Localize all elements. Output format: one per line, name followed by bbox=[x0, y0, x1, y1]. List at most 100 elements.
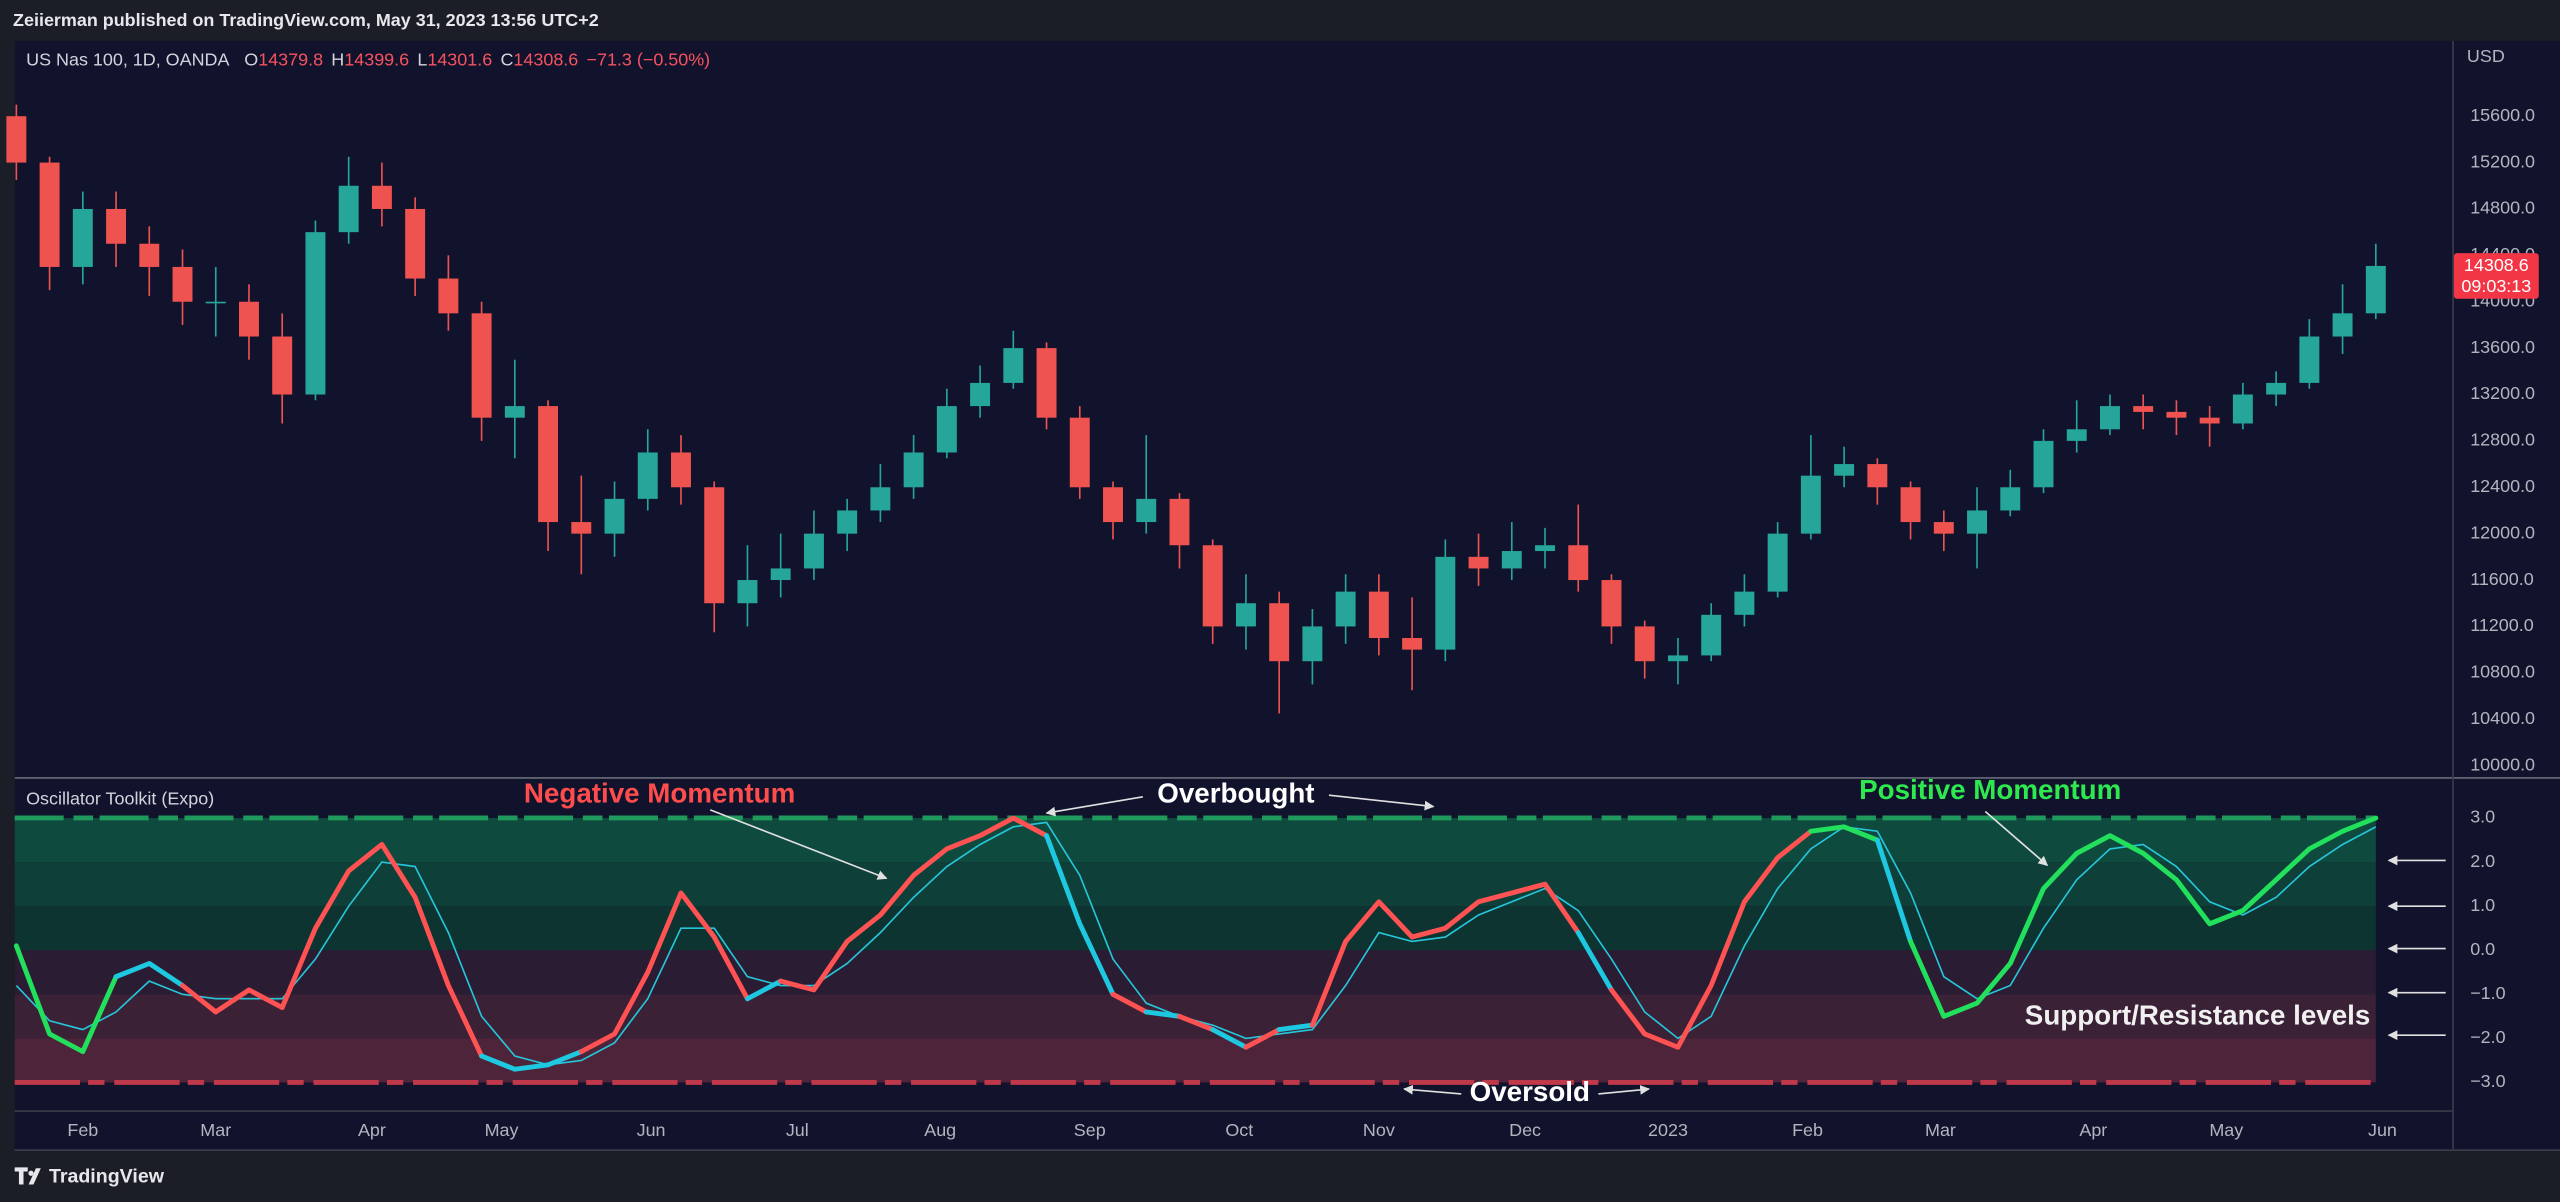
x-tick-label: Feb bbox=[1792, 1120, 1823, 1140]
zone bbox=[14, 950, 2376, 995]
oscillator-line bbox=[180, 842, 485, 1059]
oscillator-line bbox=[1309, 881, 1581, 1028]
oscillator-line bbox=[1609, 828, 1814, 1050]
candle-body bbox=[637, 452, 658, 499]
candle-body bbox=[72, 208, 93, 267]
candle-body bbox=[1834, 464, 1855, 476]
last-price: 14308.6 bbox=[2464, 255, 2529, 275]
candle-body bbox=[371, 185, 392, 209]
candle-body bbox=[1069, 417, 1090, 488]
candle-body bbox=[1867, 464, 1888, 488]
candle-body bbox=[1302, 626, 1323, 662]
candle-body bbox=[671, 452, 691, 488]
candle-body bbox=[1734, 591, 1755, 615]
price-tag: 14308.6 09:03:13 bbox=[2453, 253, 2539, 299]
x-tick-label: Aug bbox=[924, 1120, 956, 1140]
oscillator-line bbox=[778, 815, 1049, 993]
candle-body bbox=[2199, 417, 2220, 424]
y-tick-label: 10800.0 bbox=[2470, 662, 2535, 682]
candle-body bbox=[438, 278, 459, 314]
candle-body bbox=[1667, 655, 1688, 662]
y-tick-label: 12800.0 bbox=[2470, 430, 2535, 450]
candle-body bbox=[2266, 382, 2287, 395]
zone bbox=[14, 994, 2376, 1039]
candle-body bbox=[2066, 429, 2087, 441]
y-tick-label: 15600.0 bbox=[2470, 105, 2535, 125]
ohlc-value: 14301.6 bbox=[427, 49, 492, 69]
ohlc-label: H bbox=[331, 49, 344, 69]
candle-body bbox=[338, 185, 359, 233]
y-tick-label: 14800.0 bbox=[2470, 198, 2535, 218]
oscillator-line bbox=[1808, 824, 1880, 843]
candle-body bbox=[1535, 545, 1555, 552]
oscillator-line bbox=[745, 978, 784, 1002]
candle-body bbox=[272, 336, 293, 395]
time-axis-area bbox=[14, 1110, 2453, 1150]
y-tick-label: 10000.0 bbox=[2470, 754, 2535, 774]
x-tick-label: Mar bbox=[200, 1120, 231, 1140]
candle-body bbox=[1634, 626, 1655, 662]
x-tick-label: Apr bbox=[358, 1120, 386, 1140]
oscillator-line bbox=[1874, 837, 1914, 944]
candle-body bbox=[2033, 440, 2054, 488]
candle-body bbox=[1468, 556, 1489, 569]
candle-body bbox=[1402, 638, 1423, 650]
candle-body bbox=[2332, 313, 2353, 337]
y-tick-label: 12000.0 bbox=[2470, 522, 2535, 542]
x-tick-label: Dec bbox=[1509, 1120, 1541, 1140]
candle-body bbox=[1601, 580, 1622, 627]
candle-body bbox=[504, 406, 525, 418]
candle-body bbox=[305, 232, 326, 395]
candle-body bbox=[903, 452, 924, 488]
annotation: Positive Momentum bbox=[1859, 774, 2121, 805]
candle-body bbox=[6, 116, 27, 163]
price-tag-box bbox=[2453, 253, 2539, 299]
y-tick-label: 2.0 bbox=[2470, 851, 2495, 871]
candle-body bbox=[604, 498, 625, 534]
candle-body bbox=[1003, 348, 1024, 383]
oscillator-line bbox=[1110, 991, 1149, 1015]
price-axis-area bbox=[2452, 40, 2560, 1150]
y-tick-label: 3.0 bbox=[2470, 807, 2495, 827]
x-tick-label: Apr bbox=[2079, 1120, 2107, 1140]
y-tick-label: −3.0 bbox=[2470, 1071, 2505, 1091]
legend: US Nas 100, 1D, OANDA O14379.8 H14399.6 … bbox=[26, 49, 710, 69]
zone bbox=[14, 818, 2376, 863]
candle-body bbox=[1036, 348, 1057, 418]
y-tick-label: 10400.0 bbox=[2470, 708, 2535, 728]
oscillator-line bbox=[1210, 1027, 1249, 1050]
x-tick-label: Jun bbox=[2368, 1120, 2397, 1140]
candle-body bbox=[106, 208, 127, 244]
x-tick-label: Mar bbox=[1925, 1120, 1956, 1140]
candle-body bbox=[538, 406, 559, 523]
candle-body bbox=[837, 510, 858, 534]
y-tick-label: 13200.0 bbox=[2470, 383, 2535, 403]
candle-body bbox=[2133, 406, 2154, 412]
candle-body bbox=[2299, 336, 2320, 383]
ohlc-value: 14379.8 bbox=[258, 49, 323, 69]
candle-body bbox=[1501, 551, 1522, 569]
annotations: Negative Momentum Overbought Positive Mo… bbox=[524, 774, 2446, 1107]
candle-body bbox=[1235, 603, 1256, 627]
x-tick-label: 2023 bbox=[1648, 1120, 1688, 1140]
candle-body bbox=[970, 382, 991, 407]
candle-body bbox=[39, 162, 60, 267]
candle-body bbox=[770, 568, 791, 581]
y-tick-label: 15200.0 bbox=[2470, 151, 2535, 171]
oscillator-line bbox=[1575, 930, 1614, 993]
logo: TradingView bbox=[14, 1165, 165, 1187]
candle-body bbox=[2166, 411, 2187, 418]
candle-body bbox=[571, 522, 592, 534]
x-tick-label: Feb bbox=[67, 1120, 98, 1140]
oscillator-line bbox=[1044, 833, 1116, 997]
oscillator-line bbox=[1908, 815, 2379, 1019]
candle-body bbox=[1136, 498, 1157, 523]
candle-body bbox=[1800, 475, 1821, 534]
annotation: Support/Resistance levels bbox=[2025, 1000, 2370, 1031]
ohlc-label: O bbox=[244, 49, 258, 69]
arrow bbox=[1328, 794, 1435, 811]
arrow bbox=[1598, 1084, 1650, 1095]
candle-body bbox=[1568, 545, 1589, 581]
